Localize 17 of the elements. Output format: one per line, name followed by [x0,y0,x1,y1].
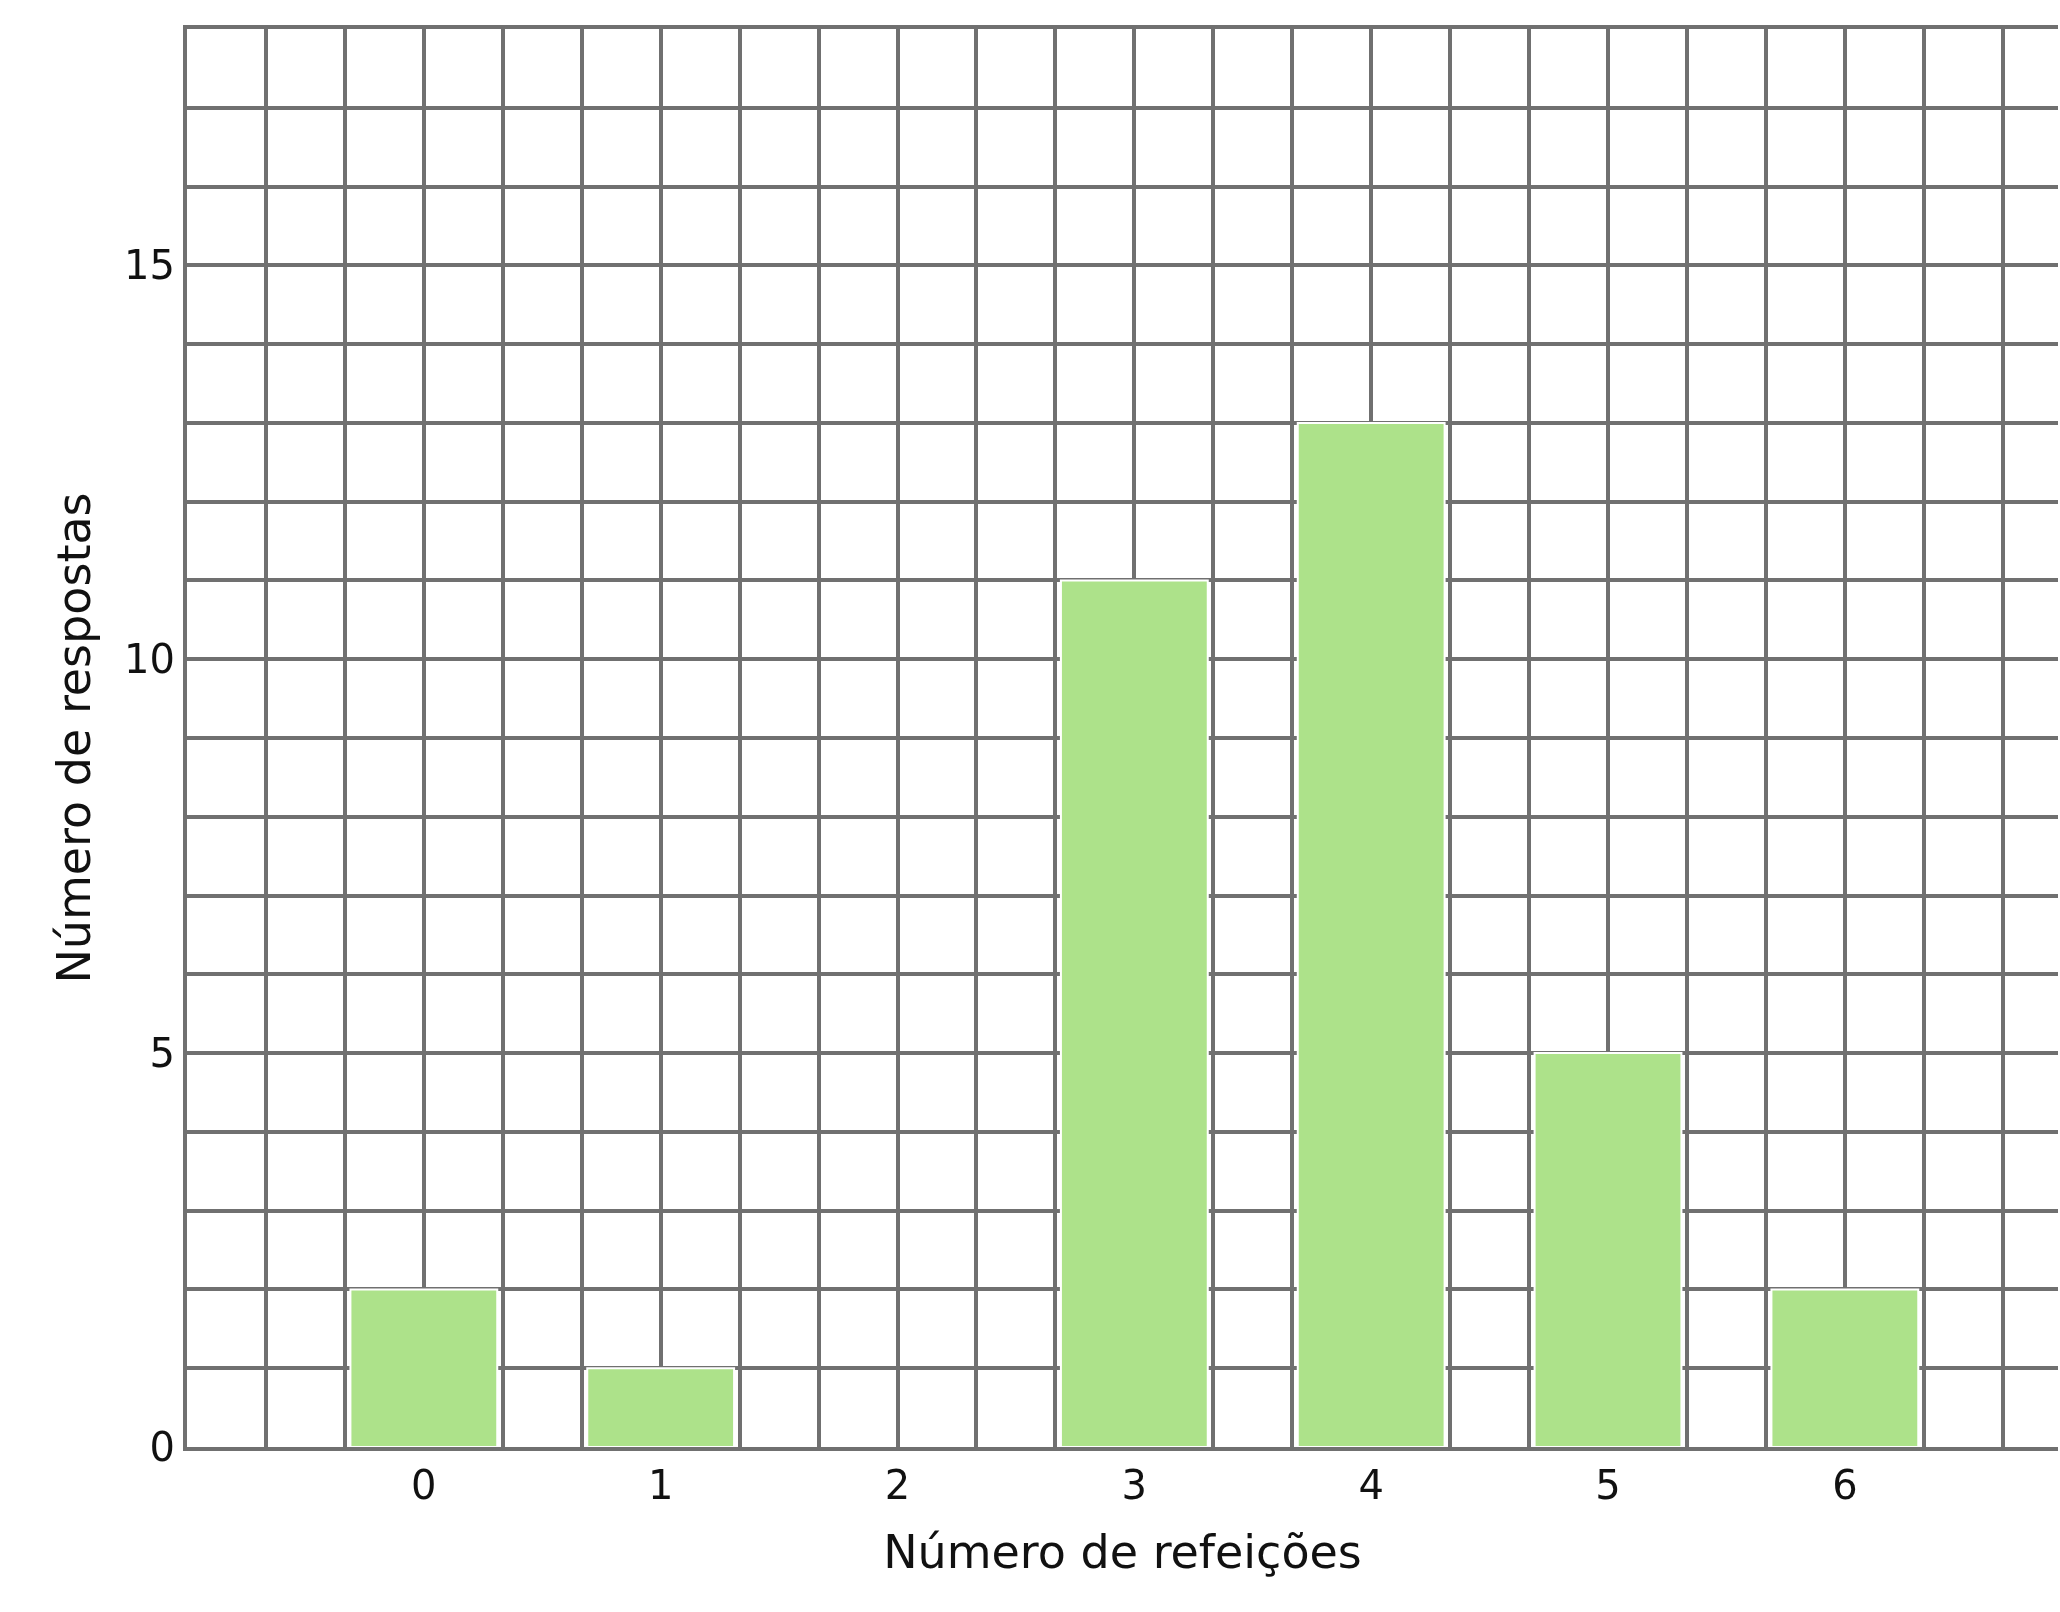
bar [349,1288,499,1447]
bar [586,1367,736,1447]
y-tick-label: 0 [149,1424,175,1470]
x-tick-label: 1 [647,1462,674,1508]
bar [1533,1052,1683,1447]
x-tick-label: 4 [1358,1462,1384,1508]
y-tick-label: 5 [149,1030,175,1077]
x-tick-label: 6 [1832,1462,1858,1508]
x-tick-label: 5 [1595,1462,1621,1508]
y-tick-label: 15 [124,242,175,289]
x-tick-label: 3 [1121,1462,1148,1508]
x-axis-title: Número de refeições [883,1525,1362,1580]
x-tick-label: 2 [884,1462,911,1508]
x-tick-label: 0 [411,1462,437,1508]
y-axis-title: Número de respostas [46,492,101,984]
y-tick-label: 10 [124,636,175,683]
bar [1770,1288,1920,1447]
